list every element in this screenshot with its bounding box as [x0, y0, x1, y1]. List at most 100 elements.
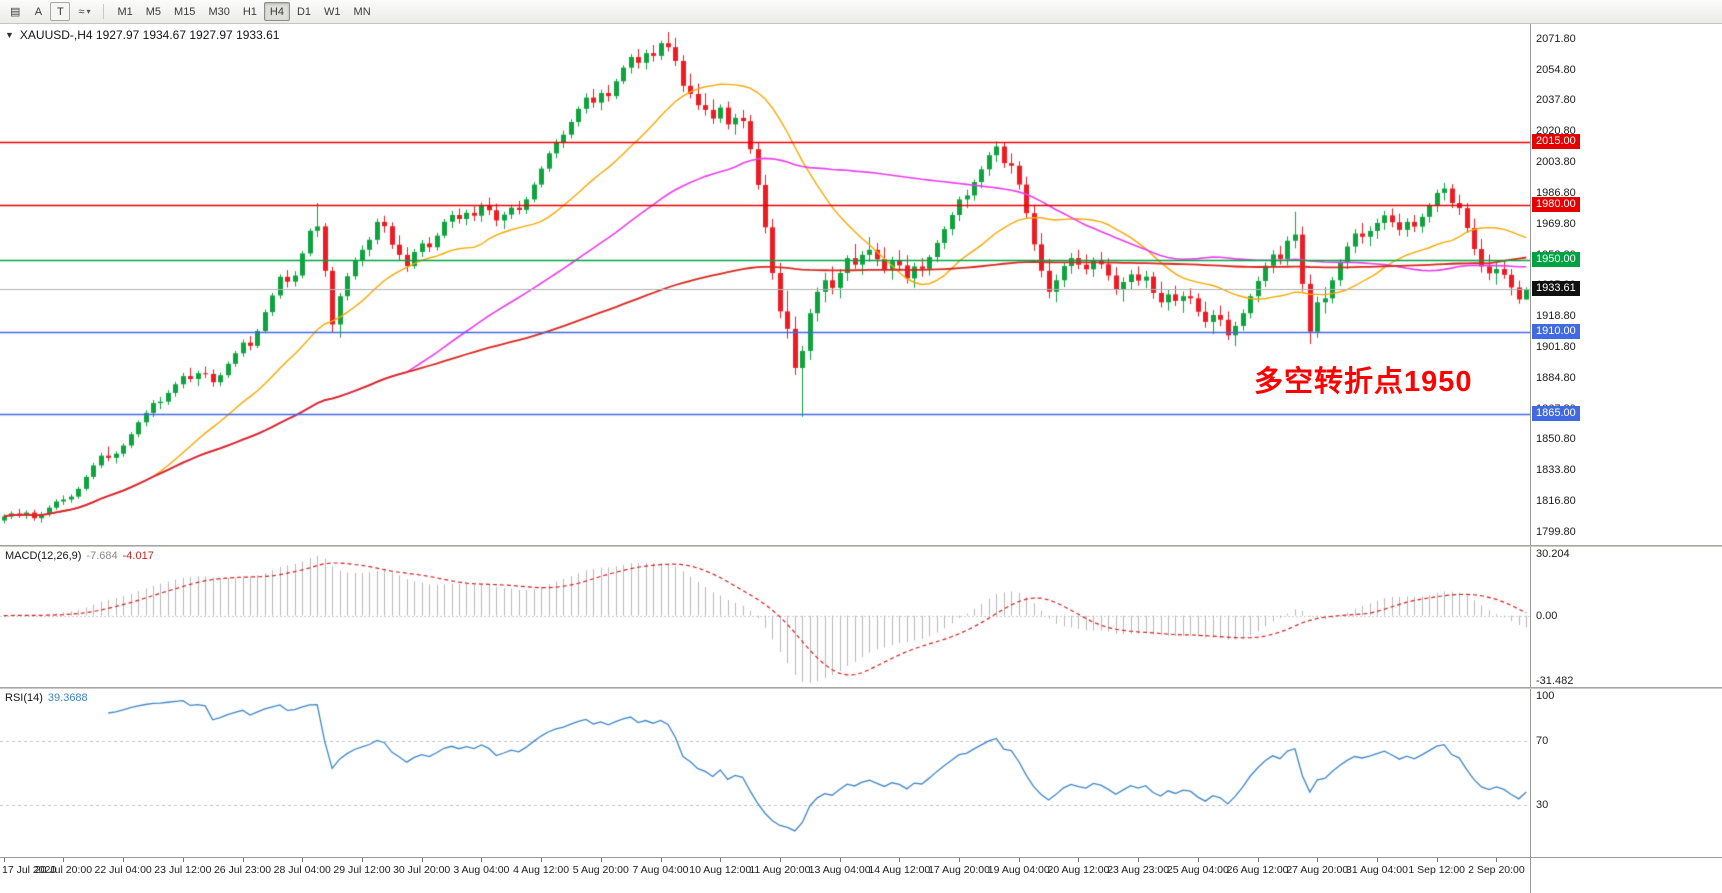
time-axis-tick	[899, 858, 900, 862]
time-axis-tick	[362, 858, 363, 862]
chart-list-icon[interactable]: ▤	[10, 6, 21, 18]
price-axis[interactable]: 2071.80 2054.80 2037.80 2020.80 2003.80 1986.…	[1530, 24, 1722, 545]
time-axis-label: 30 Jul 20:00	[393, 864, 451, 876]
time-axis-tick	[1258, 858, 1259, 862]
macd-canvas[interactable]	[0, 547, 1530, 687]
one-click-trading-icon[interactable]: ▼	[5, 30, 14, 40]
price-level-badge: 2015.00	[1532, 133, 1580, 149]
time-axis-tick	[63, 858, 64, 862]
axis-tick-label: 1884.80	[1536, 371, 1576, 384]
axis-tick-label: 1969.80	[1536, 217, 1576, 230]
time-axis-tick	[541, 858, 542, 862]
chart-annotation: 多空转折点1950	[1254, 366, 1473, 398]
axis-tick-label: 1816.80	[1536, 494, 1576, 507]
time-axis-tick	[959, 858, 960, 862]
axis-tick-label: 1833.80	[1536, 464, 1576, 477]
timeframe-button-h1[interactable]: H1	[242, 5, 257, 18]
time-axis-label: 17 Aug 20:00	[928, 864, 990, 876]
timeframe-button-w1[interactable]: W1	[324, 5, 341, 18]
time-axis-label: 14 Aug 12:00	[868, 864, 931, 876]
axis-tick-label: 1850.80	[1536, 433, 1576, 446]
time-axis-label: 3 Aug 04:00	[453, 864, 510, 876]
time-axis-tick	[1317, 858, 1318, 862]
axis-tick-label: 0.00	[1536, 609, 1558, 622]
time-axis-label: 11 Aug 20:00	[749, 864, 811, 876]
time-axis-label: 22 Jul 04:00	[94, 864, 152, 876]
macd-signal-value: -4.017	[122, 550, 154, 562]
caret-down-icon: ▾	[86, 7, 91, 16]
timeframe-button-m15[interactable]: M15	[174, 5, 196, 18]
toolbar-separator	[103, 4, 105, 19]
time-axis-label: 17 Jul 2020	[2, 864, 57, 876]
time-axis-tick	[422, 858, 423, 862]
rsi-canvas[interactable]	[0, 689, 1530, 857]
timeframe-button-m1[interactable]: M1	[117, 5, 133, 18]
time-axis-label: 5 Aug 20:00	[572, 864, 629, 876]
time-axis-tick	[1198, 858, 1199, 862]
time-axis-label: 29 Jul 12:00	[333, 864, 391, 876]
time-axis-label: 31 Aug 04:00	[1346, 864, 1408, 876]
time-axis-tick	[601, 858, 602, 862]
auto-scroll-button[interactable]: A	[34, 5, 43, 18]
wave-icon: ≈	[78, 5, 85, 18]
timeframe-button-h4[interactable]: H4	[263, 2, 290, 21]
time-axis-label: 1 Sep 12:00	[1408, 864, 1466, 876]
axis-tick-label: 2054.80	[1536, 63, 1576, 76]
axis-tick-label: 2071.80	[1536, 32, 1576, 45]
time-axis-tick	[1437, 858, 1438, 862]
time-axis-tick	[1496, 858, 1497, 862]
indicators-dropdown[interactable]: ≈ ▾	[72, 2, 96, 21]
price-level-badge: 1950.00	[1532, 251, 1580, 267]
main-chart-panel: 2071.80 2054.80 2037.80 2020.80 2003.80 1986.…	[0, 24, 1722, 545]
price-level-badge: 1980.00	[1532, 197, 1580, 213]
time-axis-label: 26 Aug 12:00	[1226, 864, 1289, 876]
timeframe-button-d1[interactable]: D1	[296, 5, 312, 18]
panel-separator[interactable]	[0, 545, 1722, 547]
panel-separator[interactable]	[0, 687, 1722, 689]
time-axis-tick	[720, 858, 721, 862]
time-axis[interactable]: 17 Jul 2020 20 Jul 20:00 22 Jul 04:00 23 Ju…	[0, 857, 1722, 893]
time-axis-label: 28 Jul 04:00	[273, 864, 331, 876]
timeframe-group: M1 M5 M15 M30 H1 H4 D1 W1 MN	[111, 2, 376, 21]
axis-tick-label: 1901.80	[1536, 340, 1576, 353]
rsi-axis[interactable]: 100 70 30	[1530, 689, 1722, 857]
price-level-badge: 1865.00	[1532, 405, 1580, 421]
axis-tick-label: 30	[1536, 799, 1549, 811]
text-tool-button[interactable]: T	[50, 2, 71, 21]
axis-tick-label: 70	[1536, 735, 1549, 747]
time-axis-tick	[4, 858, 5, 862]
symbol-ohlc-label: ▼ XAUUSD-,H4 1927.97 1934.67 1927.97 193…	[5, 28, 279, 42]
time-axis-tick	[243, 858, 244, 862]
axis-tick-label: 30.204	[1536, 548, 1570, 560]
time-axis-label: 20 Aug 12:00	[1047, 864, 1110, 876]
toolbar: ▤ A T ≈ ▾ M1 M5 M15 M30 H1 H4 D1 W1 MN	[0, 0, 1722, 24]
time-axis-label: 20 Jul 20:00	[34, 864, 93, 876]
timeframe-button-mn[interactable]: MN	[353, 5, 371, 18]
time-axis-tick	[1138, 858, 1139, 862]
time-axis-label: 4 Aug 12:00	[513, 864, 570, 876]
axis-tick-label: 2037.80	[1536, 94, 1576, 107]
time-axis-tick	[302, 858, 303, 862]
time-axis-label: 7 Aug 04:00	[632, 864, 689, 876]
main-chart-canvas[interactable]	[0, 24, 1530, 545]
axis-tick-label: 100	[1536, 690, 1555, 702]
macd-label: MACD(12,26,9) -7.684 -4.017	[5, 550, 154, 562]
macd-panel: 30.204 0.00 -31.482 MACD(12,26,9) -7.684 -4.…	[0, 547, 1722, 687]
time-axis-tick	[661, 858, 662, 862]
time-axis-tick	[1019, 858, 1020, 862]
time-axis-label: 23 Jul 12:00	[154, 864, 212, 876]
axis-tick-label: 1986.80	[1536, 186, 1576, 199]
timeframe-button-m5[interactable]: M5	[145, 5, 162, 18]
time-axis-tick	[123, 858, 124, 862]
time-axis-tick	[481, 858, 482, 862]
time-axis-label: 23 Aug 23:00	[1107, 864, 1170, 876]
time-axis-tick	[780, 858, 781, 862]
axis-corner	[1530, 858, 1531, 893]
macd-axis[interactable]: 30.204 0.00 -31.482	[1530, 547, 1722, 687]
time-axis-tick	[183, 858, 184, 862]
timeframe-button-m30[interactable]: M30	[208, 5, 230, 18]
axis-tick-label: 1918.80	[1536, 310, 1576, 323]
time-axis-label: 13 Aug 04:00	[808, 864, 871, 876]
time-axis-label: 10 Aug 12:00	[689, 864, 752, 876]
